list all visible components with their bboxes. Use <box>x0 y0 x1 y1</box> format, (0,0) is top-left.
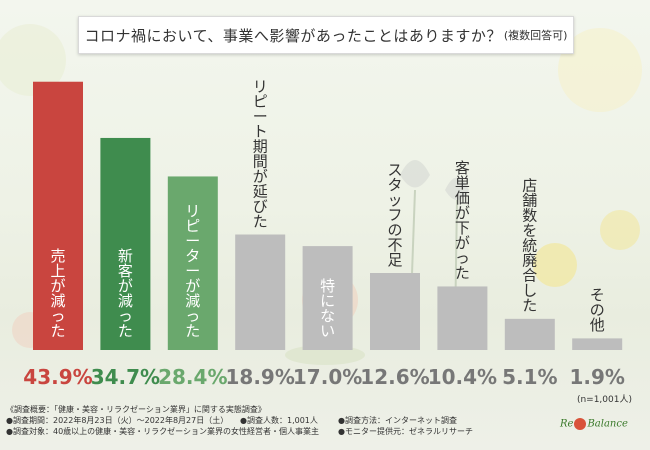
category-label-2: 新客が減った <box>118 247 133 340</box>
footnote-title: 《調査概要：「健康・美容・リラクゼーション業界」に関する実態調査》 <box>6 405 266 414</box>
category-label-7: 客単価が下がった <box>455 159 470 282</box>
bar-3 <box>167 176 218 350</box>
category-label-1: 売上が減った <box>50 247 65 340</box>
value-label-9: 1.9% <box>569 365 624 389</box>
value-label-1: 43.9% <box>23 365 92 389</box>
chart-title-note: (複数回答可) <box>503 29 568 42</box>
value-label-8: 5.1% <box>502 365 557 389</box>
bar-1 <box>33 81 83 350</box>
title-box: コロナ禍において、事業へ影響があったことはありますか？ (複数回答可) <box>78 16 574 54</box>
value-label-4: 18.9% <box>226 365 295 389</box>
category-label-5: 特にない <box>320 277 335 340</box>
bar-7 <box>437 286 488 350</box>
bar-2 <box>100 137 151 350</box>
chart-title: コロナ禍において、事業へ影響があったことはありますか？ <box>84 26 502 45</box>
logo-flower-icon <box>574 418 587 430</box>
footnote-target: ●調査対象：40歳以上の健康・美容・リラクゼーション業界の女性経営者・個人事業主 <box>6 427 319 436</box>
rebalance-logo: Re Balance <box>560 418 646 442</box>
footnote-count: ●調査人数：1,001人 <box>240 416 318 425</box>
sample-size: (n=1,001人) <box>576 395 632 405</box>
footnote-method: ●調査方法：インターネット調査 <box>338 416 457 425</box>
bar-8 <box>504 318 555 350</box>
survey-footnotes: 《調査概要：「健康・美容・リラクゼーション業界」に関する実態調査》 ●調査期間：… <box>6 404 476 437</box>
footnote-provider: ●モニター提供元：ゼネラルリサーチ <box>338 427 473 436</box>
bar-4 <box>235 234 286 350</box>
bar-9 <box>572 338 623 350</box>
logo-text-pre: Re <box>560 418 574 430</box>
value-label-3: 28.4% <box>158 365 227 389</box>
logo-text-post: Balance <box>587 418 628 430</box>
bar-5 <box>302 246 353 350</box>
value-label-5: 17.0% <box>293 365 362 389</box>
bar-6 <box>370 273 420 350</box>
value-label-2: 34.7% <box>91 365 160 389</box>
category-label-8: 店舗数を統廃合した <box>522 177 537 315</box>
value-label-6: 12.6% <box>360 365 429 389</box>
category-label-4: リピート期間が延びた <box>253 77 268 230</box>
value-label-7: 10.4% <box>428 365 497 389</box>
category-label-3: リピーターが減った <box>185 202 200 340</box>
footnote-period: ●調査期間：2022年8月23日（火）～2022年8月27日（土） <box>6 416 229 425</box>
category-label-9: その他 <box>590 286 605 334</box>
category-label-6: スタッフの不足 <box>387 161 402 269</box>
